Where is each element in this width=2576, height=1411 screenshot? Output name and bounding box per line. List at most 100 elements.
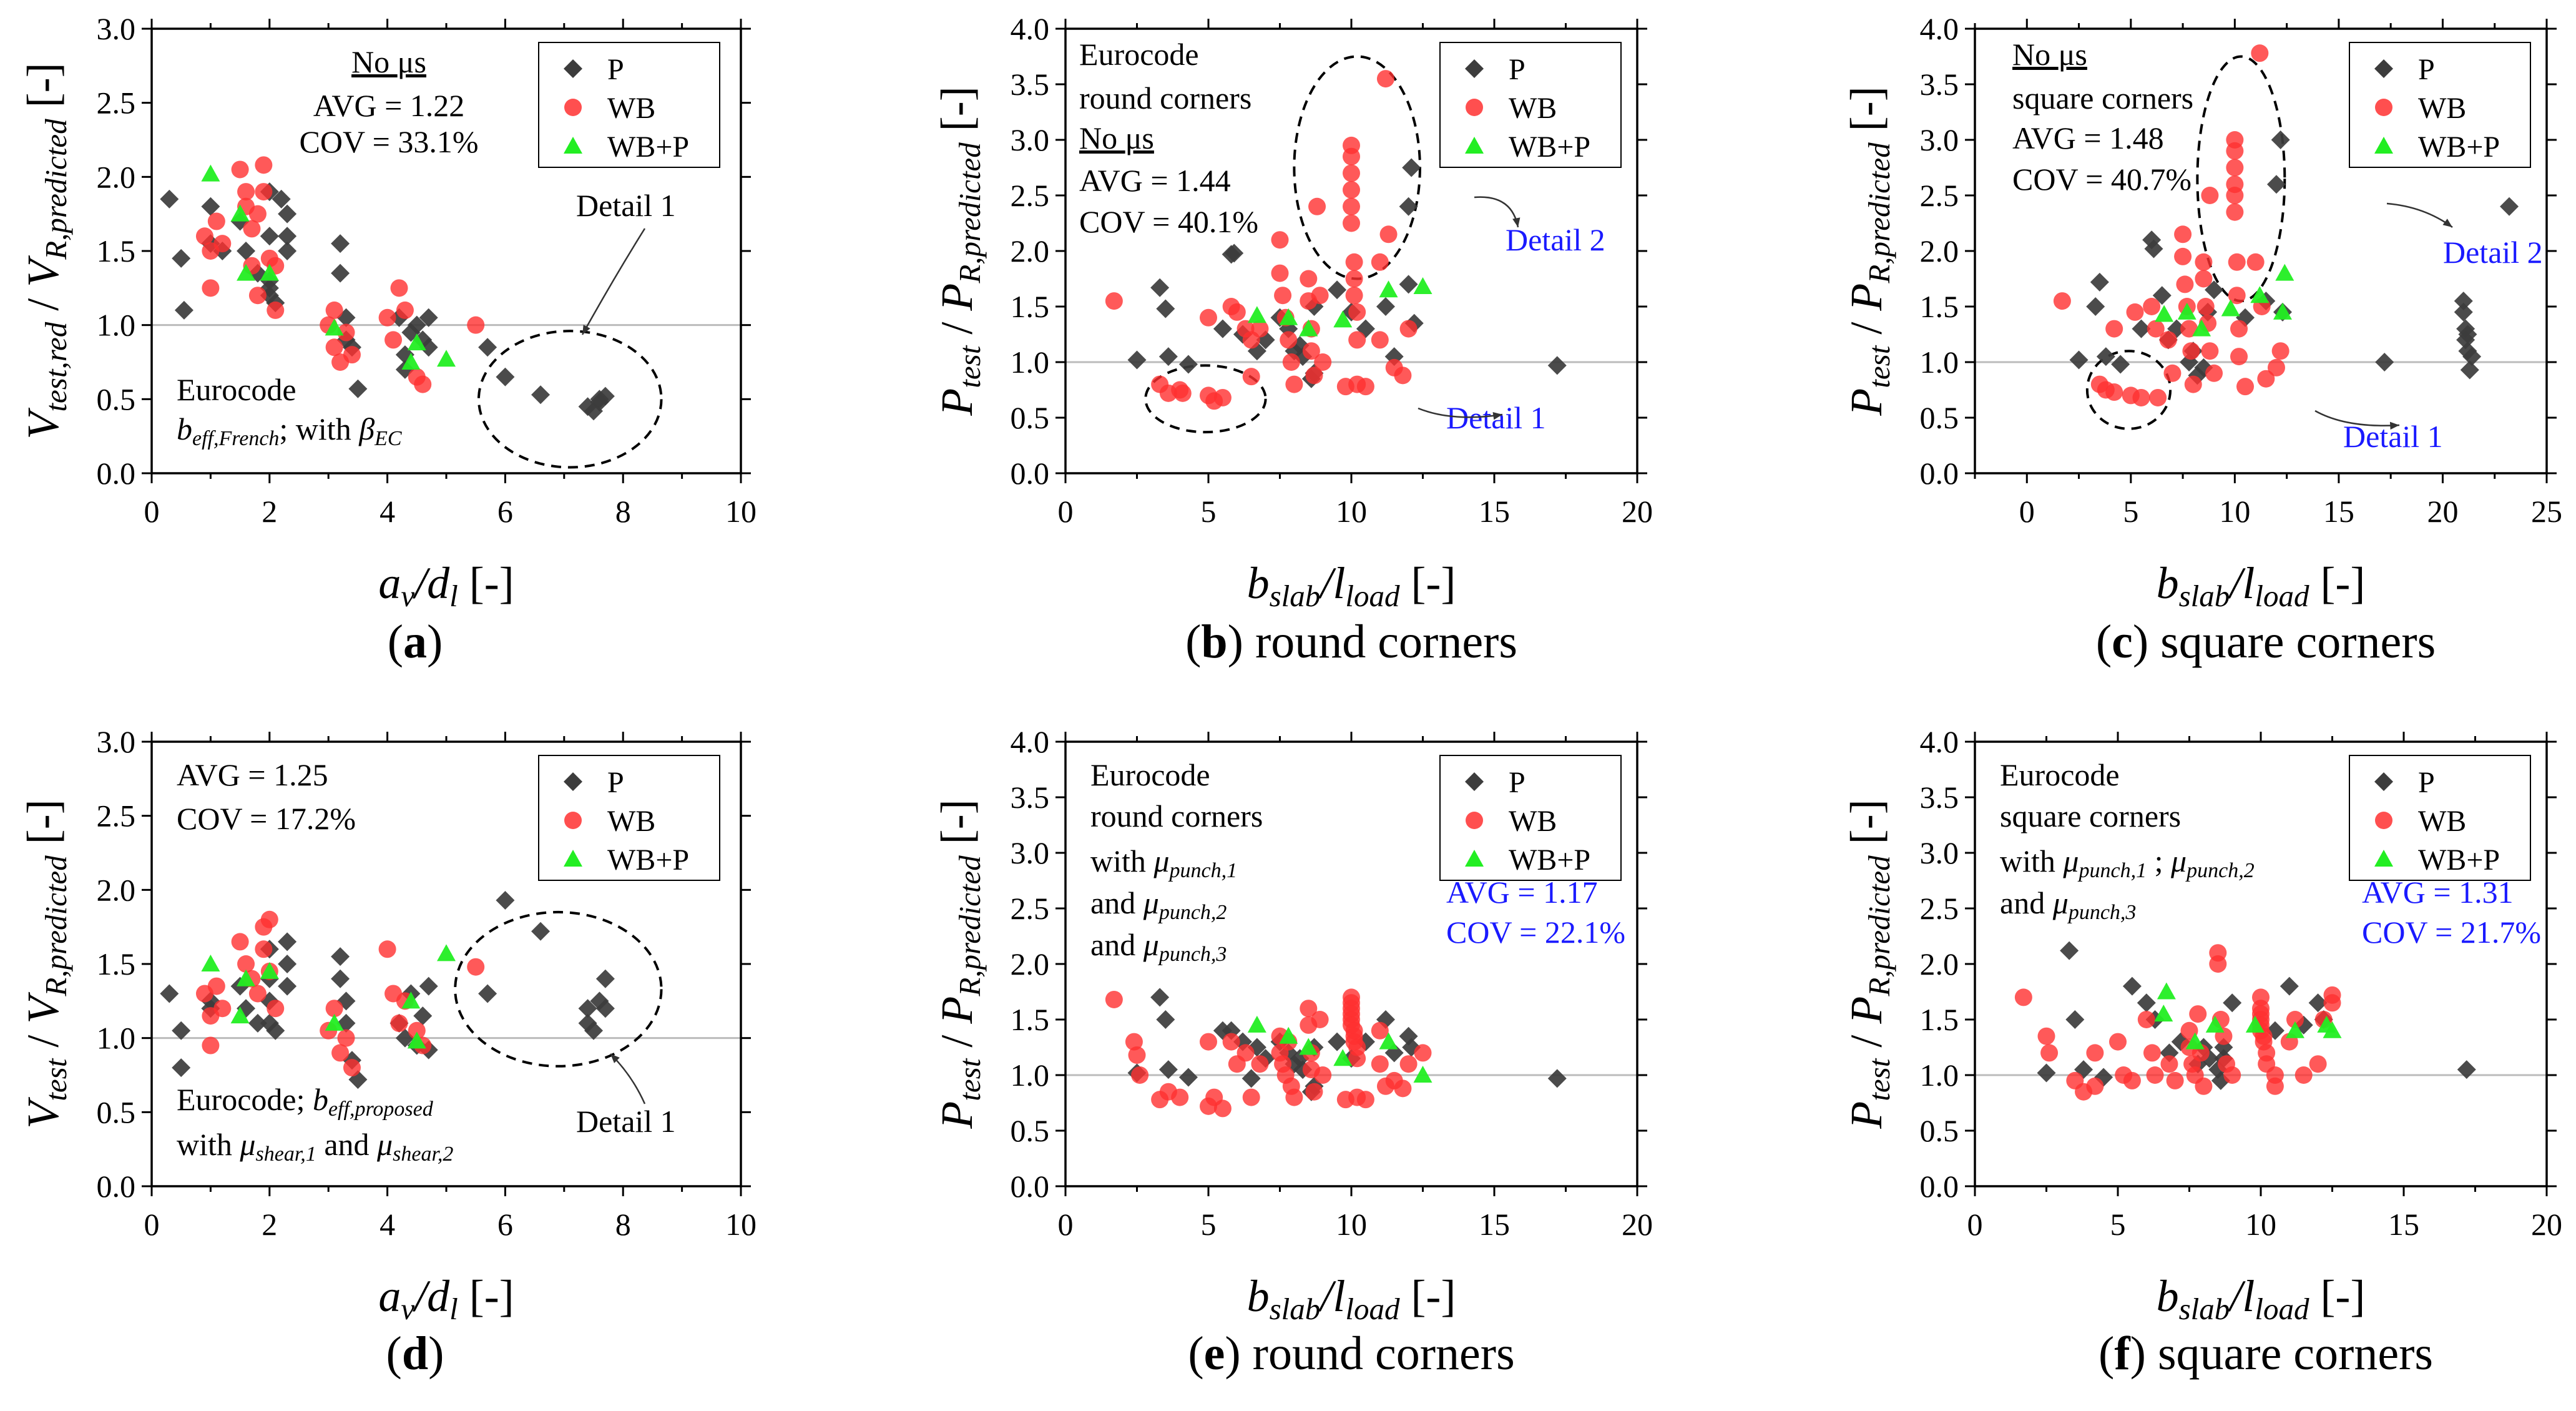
marker-wb <box>2196 298 2215 315</box>
marker-wb <box>2174 247 2192 265</box>
marker-p <box>2037 1063 2056 1083</box>
marker-wb <box>237 183 255 201</box>
x-axis-label: av/dl [-] <box>378 1271 514 1326</box>
marker-p <box>2111 355 2130 374</box>
marker-wb <box>2226 187 2244 204</box>
y-tick-label: 3.5 <box>1011 780 1050 815</box>
plot-frame <box>150 740 742 1187</box>
annotation: COV = 21.7% <box>2362 915 2541 950</box>
x-tick-label: 5 <box>1201 494 1217 529</box>
detail-arrow <box>2386 202 2453 229</box>
marker-wb <box>2109 1033 2127 1051</box>
marker-wb <box>2184 375 2202 393</box>
marker-p <box>2090 272 2109 292</box>
marker-wb <box>255 156 273 174</box>
x-tick-label: 20 <box>2531 1207 2562 1242</box>
annotation: AVG = 1.22 <box>313 88 465 123</box>
marker-wb <box>1242 368 1260 386</box>
marker-p <box>1158 1060 1178 1079</box>
marker-p <box>266 1021 285 1040</box>
y-axis-label: Ptest / PR,predicted [-] <box>1841 86 1896 416</box>
marker-wb <box>2195 1077 2213 1095</box>
marker-wb <box>2223 1066 2241 1084</box>
marker-wb <box>2166 1071 2184 1089</box>
marker-wbp <box>1333 1049 1353 1066</box>
x-tick-label: 0 <box>1967 1207 1983 1242</box>
marker-wb <box>2180 320 2198 338</box>
marker-p <box>260 227 279 246</box>
marker-wbp <box>2221 299 2240 317</box>
x-tick-label: 25 <box>2531 494 2562 529</box>
legend-label: WB+P <box>607 130 689 164</box>
marker-wb <box>2257 370 2275 388</box>
marker-wb <box>1300 270 1318 288</box>
marker-wb <box>1345 287 1363 305</box>
annotation: AVG = 1.17 <box>1446 875 1598 910</box>
marker-p <box>174 300 193 320</box>
annotation: Eurocode; beff,proposed <box>177 1082 434 1121</box>
marker-wbp <box>230 204 250 222</box>
legend-label: WB <box>2418 805 2466 838</box>
marker-p <box>1150 278 1170 297</box>
marker-wb <box>202 279 220 297</box>
marker-wb <box>2266 1077 2284 1095</box>
x-axis-label: bslab/lload [-] <box>1247 1271 1456 1326</box>
legend-marker-wbp <box>564 850 582 867</box>
marker-p <box>2271 130 2290 149</box>
marker-wb <box>1394 366 1412 385</box>
annotation: with μpunch,1 <box>1090 843 1237 882</box>
caption-d: (d) <box>386 1327 444 1380</box>
annotation: AVG = 1.31 <box>2362 875 2514 910</box>
marker-p <box>2454 302 2473 322</box>
legend-label: P <box>1509 766 1526 799</box>
x-tick-label: 20 <box>2427 494 2458 529</box>
marker-wb <box>1356 1091 1374 1109</box>
marker-wb <box>2040 1044 2059 1062</box>
marker-wb <box>2230 320 2248 338</box>
marker-wbp <box>237 969 256 986</box>
detail-ellipse <box>1144 364 1267 434</box>
marker-p <box>2069 350 2089 370</box>
marker-wb <box>1343 164 1360 182</box>
y-tick-label: 1.5 <box>97 946 136 981</box>
marker-p <box>2223 993 2242 1013</box>
arrow-head <box>610 1054 620 1063</box>
marker-p <box>584 1021 603 1040</box>
marker-wbp <box>1379 1032 1398 1050</box>
marker-p <box>1399 275 1418 294</box>
x-tick-label: 6 <box>497 1207 513 1242</box>
marker-wb <box>260 910 278 928</box>
annotation: and μpunch,2 <box>1090 885 1227 924</box>
chart-d: 0 2 4 6 8 10 0.0 0.5 1.0 1.5 2.0 2.5 3.0 av/dl [-] Vte… <box>18 724 757 1326</box>
marker-wb <box>2105 320 2123 338</box>
marker-p <box>331 947 350 966</box>
marker-wb <box>337 323 355 342</box>
marker-wbp <box>1379 280 1398 298</box>
marker-wb <box>1345 253 1363 271</box>
y-tick-label: 1.0 <box>1920 1058 1959 1093</box>
marker-wb <box>2323 986 2341 1004</box>
marker-wb <box>467 958 485 976</box>
marker-p <box>2308 993 2328 1013</box>
marker-wbp <box>1413 277 1432 294</box>
annotation: Eurocode <box>1079 37 1199 72</box>
x-tick-label: 10 <box>1336 1207 1367 1242</box>
marker-p <box>278 227 297 246</box>
marker-wb <box>2246 253 2265 271</box>
marker-wb <box>2126 303 2144 321</box>
marker-wbp <box>2250 286 2270 303</box>
marker-wb <box>207 977 225 995</box>
marker-wb <box>1171 1088 1189 1106</box>
legend-marker-wbp <box>1465 850 1484 867</box>
y-tick-label: 0.5 <box>1920 1113 1959 1148</box>
y-tick-label: 4.0 <box>1920 724 1959 759</box>
arrow-head <box>1492 412 1502 420</box>
marker-wbp <box>401 353 421 370</box>
caption-c: (c) square corners <box>2095 616 2436 668</box>
marker-p <box>1225 243 1244 263</box>
legend-label: P <box>2418 53 2435 86</box>
x-tick-label: 2 <box>262 494 277 529</box>
marker-p <box>278 242 297 260</box>
legend-marker-wbp <box>564 137 582 154</box>
